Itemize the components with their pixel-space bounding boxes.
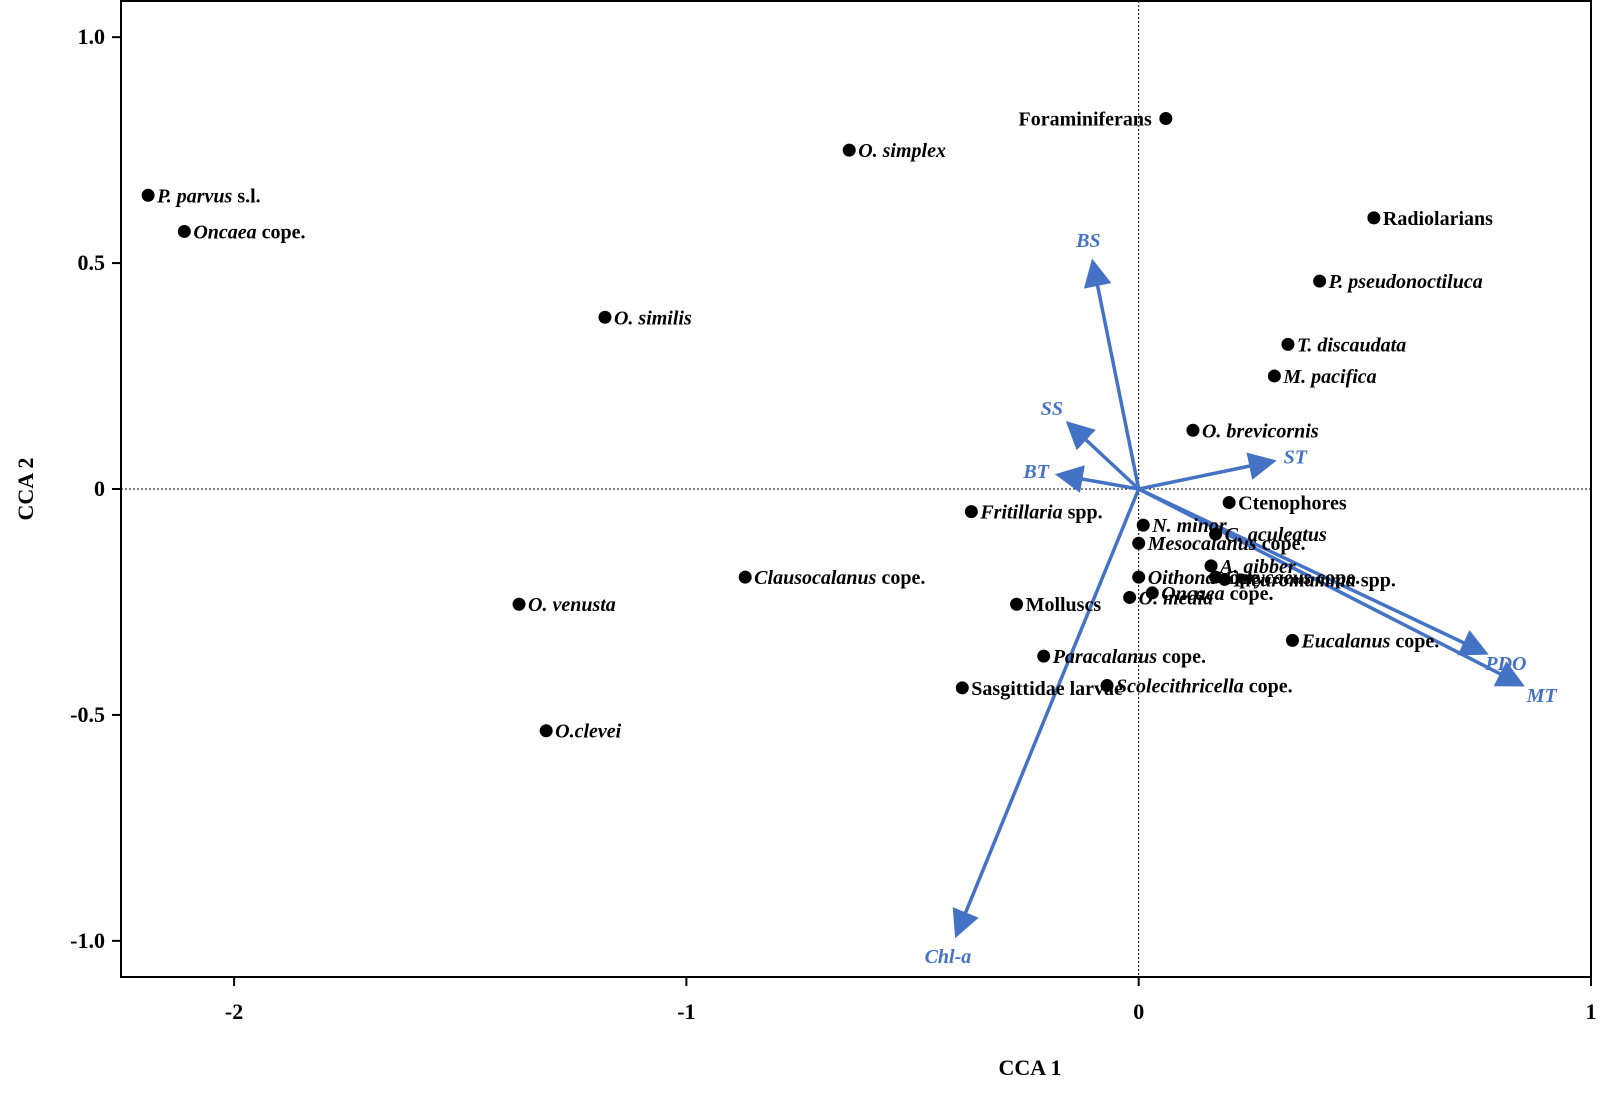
vector-chl-a-label: Chl-a bbox=[925, 946, 972, 968]
label-o-similis: O. similis bbox=[614, 307, 692, 329]
y-tick-label: -0.5 bbox=[70, 702, 105, 727]
x-tick-label: 1 bbox=[1586, 999, 1597, 1024]
label-clausocalanus: Clausocalanus cope. bbox=[754, 567, 925, 589]
y-tick-label: 0 bbox=[94, 476, 105, 501]
point-n-minor bbox=[1136, 518, 1150, 532]
point-eucalanus bbox=[1285, 633, 1299, 647]
vector-pdo-label: PDO bbox=[1484, 653, 1526, 675]
vector-bs-arrow bbox=[1083, 258, 1141, 490]
label-o-brevicornis: O. brevicornis bbox=[1202, 420, 1319, 442]
y-tick-label: 1.0 bbox=[78, 24, 106, 49]
label-mesocalanus: Mesocalanus cope. bbox=[1147, 533, 1306, 555]
y-tick-label: 0.5 bbox=[78, 250, 106, 275]
point-mesocalanus bbox=[1132, 536, 1146, 550]
label-paracalanus: Paracalanus cope. bbox=[1052, 646, 1206, 668]
x-axis-title: CCA 1 bbox=[999, 1055, 1062, 1080]
zero-lines bbox=[121, 1, 1591, 977]
label-m-pacifica: M. pacifica bbox=[1282, 366, 1376, 388]
label-n-minor: N. minor bbox=[1151, 515, 1227, 537]
vector-mt-label: MT bbox=[1526, 685, 1558, 707]
vector-pdo-arrow bbox=[1137, 487, 1489, 656]
point-oncaea-cope-upper bbox=[177, 224, 191, 238]
vector-ss-arrow bbox=[1065, 420, 1140, 491]
x-axis: -2 -1 0 1 bbox=[225, 977, 1597, 1024]
x-tick-label: -1 bbox=[677, 999, 695, 1024]
label-o-simplex: O. simplex bbox=[858, 140, 946, 162]
vector-chl-a-arrow bbox=[952, 488, 1141, 939]
y-axis: 1.0 0.5 0 -0.5 -1.0 bbox=[70, 24, 121, 953]
label-corycaeus: Corycaeus cope. bbox=[1225, 567, 1361, 589]
point-radiolarians bbox=[1367, 211, 1381, 225]
label-fritillaria: Fritillaria spp. bbox=[979, 502, 1102, 524]
point-molluscs bbox=[1010, 597, 1024, 611]
vector-bs-label: BS bbox=[1075, 230, 1100, 252]
point-t-discaudata bbox=[1281, 337, 1295, 351]
label-p-parvus: P. parvus s.l. bbox=[156, 185, 261, 207]
x-tick-label: 0 bbox=[1133, 999, 1144, 1024]
label-oncaea-cope-upper: Oncaea cope. bbox=[193, 221, 305, 243]
point-o-simplex bbox=[842, 143, 856, 157]
vector-mt-arrow bbox=[1137, 487, 1525, 687]
vector-bt-arrow bbox=[1054, 465, 1139, 493]
vector-bt-label: BT bbox=[1022, 461, 1049, 483]
label-ctenophores: Ctenophores bbox=[1238, 493, 1347, 515]
point-foraminiferans bbox=[1159, 111, 1173, 125]
point-ctenophores bbox=[1222, 496, 1236, 510]
label-radiolarians: Radiolarians bbox=[1383, 208, 1493, 230]
point-c-aculeatus bbox=[1209, 527, 1223, 541]
label-oncaea-cope-lower: Oncaea cope. bbox=[1161, 583, 1273, 605]
y-tick-label: -1.0 bbox=[70, 928, 105, 953]
point-o-media bbox=[1123, 590, 1137, 604]
vector-st-arrow bbox=[1138, 452, 1277, 491]
vector-ss-label: SS bbox=[1041, 398, 1063, 420]
point-p-pseudonoctiluca bbox=[1313, 274, 1327, 288]
point-oithona bbox=[1132, 570, 1146, 584]
label-o-venusta: O. venusta bbox=[528, 594, 616, 616]
point-pleuromamma bbox=[1218, 572, 1232, 586]
point-o-brevicornis bbox=[1186, 423, 1200, 437]
vector-st-label: ST bbox=[1284, 447, 1308, 469]
point-scolecithricella bbox=[1100, 679, 1114, 693]
label-foraminiferans: Foraminiferans bbox=[1019, 108, 1153, 130]
label-eucalanus: Eucalanus cope. bbox=[1300, 630, 1439, 652]
label-scolecithricella: Scolecithricella cope. bbox=[1116, 676, 1293, 698]
label-o-media: O. media bbox=[1139, 587, 1213, 609]
point-m-pacifica bbox=[1267, 369, 1281, 383]
point-fritillaria bbox=[964, 505, 978, 519]
point-o-venusta bbox=[512, 597, 526, 611]
label-molluscs: Molluscs bbox=[1026, 594, 1102, 616]
point-p-parvus bbox=[141, 188, 155, 202]
label-p-pseudonoctiluca: P. pseudonoctiluca bbox=[1328, 271, 1483, 293]
point-oncaea-cope-lower bbox=[1145, 586, 1159, 600]
label-a-gibber: A. gibber bbox=[1218, 556, 1296, 578]
label-o-clevei: O.clevei bbox=[555, 721, 622, 743]
point-o-clevei bbox=[539, 724, 553, 738]
species-points: P. parvus s.l. Oncaea cope. O. simplex O. s… bbox=[141, 108, 1493, 743]
x-tick-label: -2 bbox=[225, 999, 243, 1024]
point-a-gibber bbox=[1204, 559, 1218, 573]
point-clausocalanus bbox=[738, 570, 752, 584]
y-axis-title: CCA 2 bbox=[13, 458, 38, 521]
point-o-similis bbox=[598, 310, 612, 324]
label-sasgittidae: Sasgittidae larvae bbox=[971, 678, 1123, 700]
label-t-discaudata: T. discaudata bbox=[1297, 334, 1406, 356]
label-pleuromamma: Pleuromamma spp. bbox=[1233, 569, 1396, 591]
point-sasgittidae bbox=[955, 681, 969, 695]
label-c-aculeatus: C. aculeatus bbox=[1225, 524, 1327, 546]
point-paracalanus bbox=[1037, 649, 1051, 663]
